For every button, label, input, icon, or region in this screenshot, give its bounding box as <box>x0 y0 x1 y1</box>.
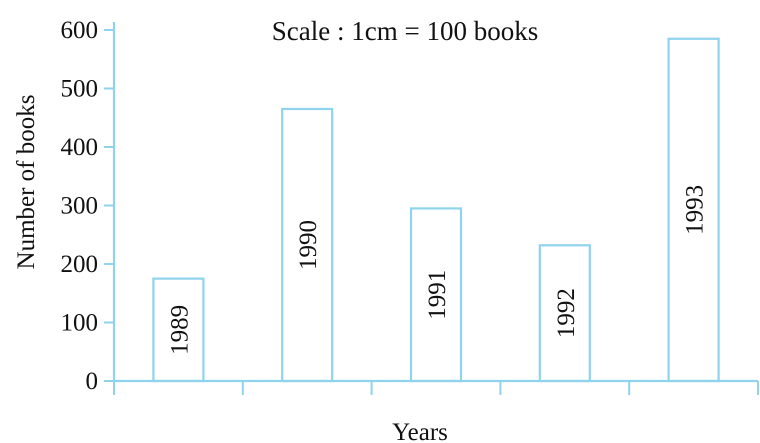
bar-label-1990: 1990 <box>295 220 322 270</box>
bars: 1989 1990 1991 1992 1993 <box>152 37 720 383</box>
chart-title: Scale : 1cm = 100 books <box>272 16 538 46</box>
x-axis-title: Years <box>392 419 448 443</box>
y-tick-label: 100 <box>61 310 99 337</box>
bar-1991 <box>409 207 463 383</box>
bar-1993 <box>667 37 720 383</box>
bar-label-1993: 1993 <box>682 185 709 235</box>
bar-label-1989: 1989 <box>166 305 193 355</box>
y-tick-label: 600 <box>61 17 99 44</box>
bar-label-1991: 1991 <box>424 270 451 320</box>
bar-1989 <box>152 277 205 383</box>
y-tick-label: 500 <box>61 76 99 103</box>
y-axis-title: Number of books <box>13 95 40 270</box>
bar-label-1992: 1992 <box>553 288 580 338</box>
y-axis-ticks: 0 100 200 300 400 500 600 <box>61 17 114 395</box>
y-tick-label: 300 <box>61 193 99 220</box>
y-tick-label: 400 <box>61 134 99 161</box>
x-axis-ticks <box>113 381 759 395</box>
y-tick-label: 0 <box>86 368 99 395</box>
y-tick-label: 200 <box>61 251 99 278</box>
